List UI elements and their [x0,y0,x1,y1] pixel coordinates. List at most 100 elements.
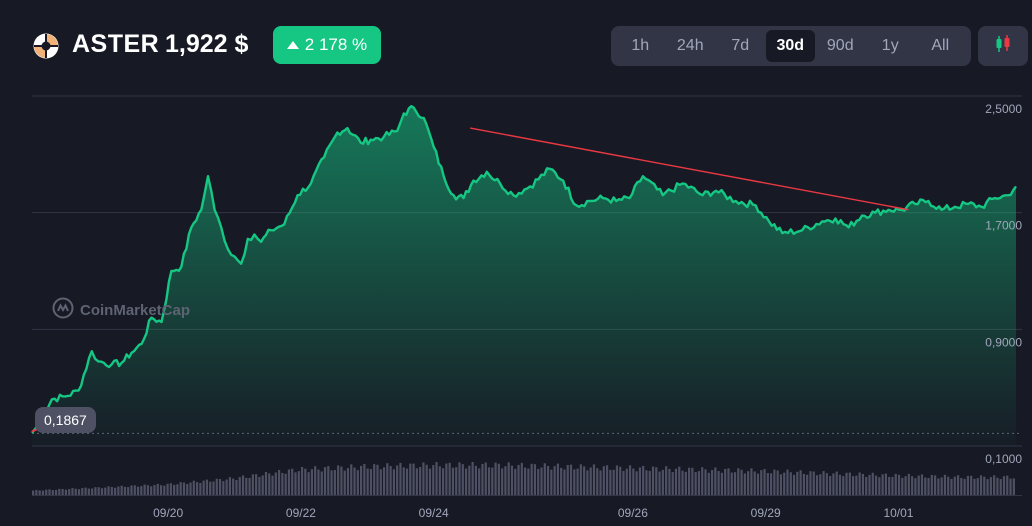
volume-bar [343,470,346,495]
volume-bar [140,486,143,495]
volume-bar [507,462,510,495]
volume-bar [920,474,924,495]
volume-bar [861,473,865,495]
volume-bar [934,475,937,495]
price-chart[interactable]: 2,5000 1,7000 0,9000 0,1000 09/20 09/22 09/24 0… [0,90,1032,526]
volume-bar [543,463,546,495]
volume-bar [281,472,284,495]
volume-bar [297,471,300,495]
coinmarketcap-logo-icon [52,297,74,323]
volume-bar [432,465,435,495]
range-button-1y[interactable]: 1y [881,37,899,54]
volume-bar [720,472,723,495]
volume-bar [976,478,979,495]
volume-bar [353,467,356,495]
volume-bar [661,469,664,495]
volume-bar [300,467,304,495]
volume-bar [173,484,176,495]
volume-bar [586,470,589,495]
volume-bar [911,476,914,495]
volume-bar [205,479,209,495]
volume-bar [494,462,497,495]
volume-bar [120,485,123,495]
volume-bar [241,475,245,495]
volume-bar [376,464,379,495]
volume-bar [478,468,481,495]
volume-bar [907,473,910,495]
volume-bar [100,488,104,495]
volume-bar [340,466,343,495]
volume-bar [143,484,146,495]
volume-bar [674,468,678,495]
volume-bar [897,474,901,495]
volume-bar [983,476,986,495]
volume-bar [773,469,776,495]
volume-bar [884,473,887,495]
volume-bar [573,469,576,495]
volume-bar [442,468,445,495]
volume-bar [304,468,307,495]
candlestick-toggle-button[interactable] [978,26,1028,66]
volume-bar [389,466,392,495]
volume-bar [993,475,996,495]
volume-bar [524,467,527,495]
volume-bar [501,468,504,495]
volume-bar [294,472,297,495]
volume-bar [835,471,838,495]
volume-bar [770,473,773,495]
range-button-90d[interactable]: 90d [826,37,854,54]
volume-bar [855,475,858,495]
volume-bar [189,482,192,495]
volume-bar [278,469,281,495]
range-button-24h[interactable]: 24h [676,37,704,54]
range-button-1h[interactable]: 1h [631,37,650,54]
volume-bar [527,468,530,495]
start-price-label: 0,1867 [35,407,96,433]
volume-bar [589,467,592,495]
volume-bar [435,462,438,495]
volume-bar [166,483,169,495]
volume-bar [783,472,786,495]
volume-bar [310,469,313,495]
volume-bar [396,465,399,495]
x-tick-label: 09/26 [618,506,648,520]
volume-bar [448,462,451,495]
volume-bar [104,487,107,495]
volume-bar [842,476,845,495]
token-name: ASTER [72,30,160,58]
volume-bar [737,468,740,495]
volume-bar [727,468,730,495]
volume-bar [159,485,163,495]
volume-bar [766,473,769,495]
volume-bar [651,466,655,495]
volume-bar [986,479,989,495]
volume-bar [412,463,415,495]
volume-bar [1009,478,1012,495]
volume-bar [497,463,500,495]
volume-bar [225,479,228,495]
volume-bar [32,490,35,495]
volume-bar [455,467,458,495]
range-button-30d[interactable]: 30d [766,30,815,62]
y-tick-label: 0,1000 [985,452,1022,466]
volume-bar [730,472,733,495]
volume-bar [619,466,622,495]
volume-bar [382,467,386,495]
volume-bar [84,487,87,495]
volume-bar [268,473,271,495]
chart-header: ASTER 1,922 $ 2 178 % 1h 24h 7d 30d 90d … [0,0,1032,90]
volume-bar [323,467,327,495]
volume-bar [176,484,179,495]
volume-bar [979,475,983,495]
range-button-7d[interactable]: 7d [731,37,750,54]
range-button-all[interactable]: All [931,37,950,54]
volume-bar [127,487,130,495]
volume-bar [422,462,425,495]
volume-bar [688,467,691,495]
volume-bar [215,478,218,495]
volume-bar [356,470,359,495]
volume-bar [405,468,409,495]
volume-bar [51,490,54,495]
volume-bar [953,476,956,495]
volume-bar [645,470,648,495]
